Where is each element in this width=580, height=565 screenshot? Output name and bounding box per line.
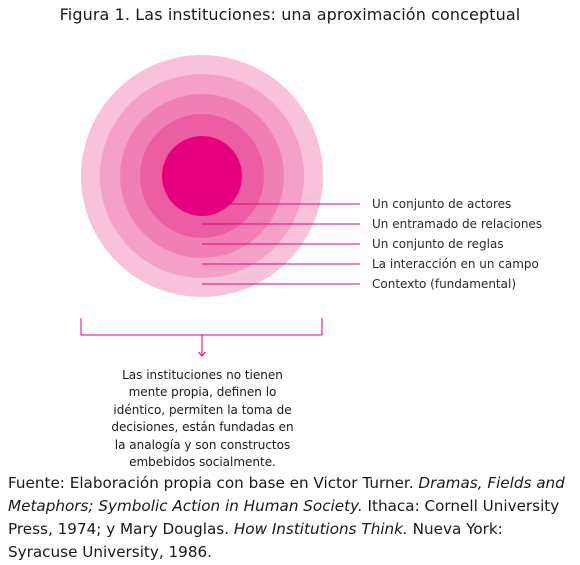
source-text-3: Nueva York: Syracuse University, 1986.: [8, 520, 503, 561]
layer-label-2: Un entramado de relaciones: [372, 217, 542, 231]
layer-label-1: Un conjunto de actores: [372, 197, 511, 211]
caption-text: Las instituciones no tienen mente propia…: [111, 368, 294, 470]
concentric-diagram: Un conjunto de actores Un entramado de re…: [80, 55, 542, 357]
source-text-1: Fuente: Elaboración propia con base en V…: [8, 474, 419, 492]
layer-label-3: Un conjunto de reglas: [372, 237, 504, 251]
layer-label-5: Contexto (fundamental): [372, 277, 516, 291]
ring-1: [162, 136, 242, 216]
layer-label-4: La interacción en un campo: [372, 257, 539, 271]
source-text-2: Ithaca: Cornell University Press, 1974; …: [8, 497, 560, 538]
bracket: [80, 318, 323, 357]
concentric-rings: [81, 55, 323, 297]
figure-title: Figura 1. Las instituciones: una aproxim…: [59, 5, 521, 24]
layer-labels: Un conjunto de actores Un entramado de re…: [372, 197, 542, 291]
source-book-2: How Institutions Think.: [233, 520, 408, 538]
arrow-down-icon: [198, 351, 206, 357]
leader-lines: [202, 203, 360, 285]
source-note: Fuente: Elaboración propia con base en V…: [8, 472, 576, 564]
bracket-line: [80, 318, 323, 336]
source-book-1: Dramas, Fields and Metaphors; Symbolic A…: [8, 474, 565, 515]
